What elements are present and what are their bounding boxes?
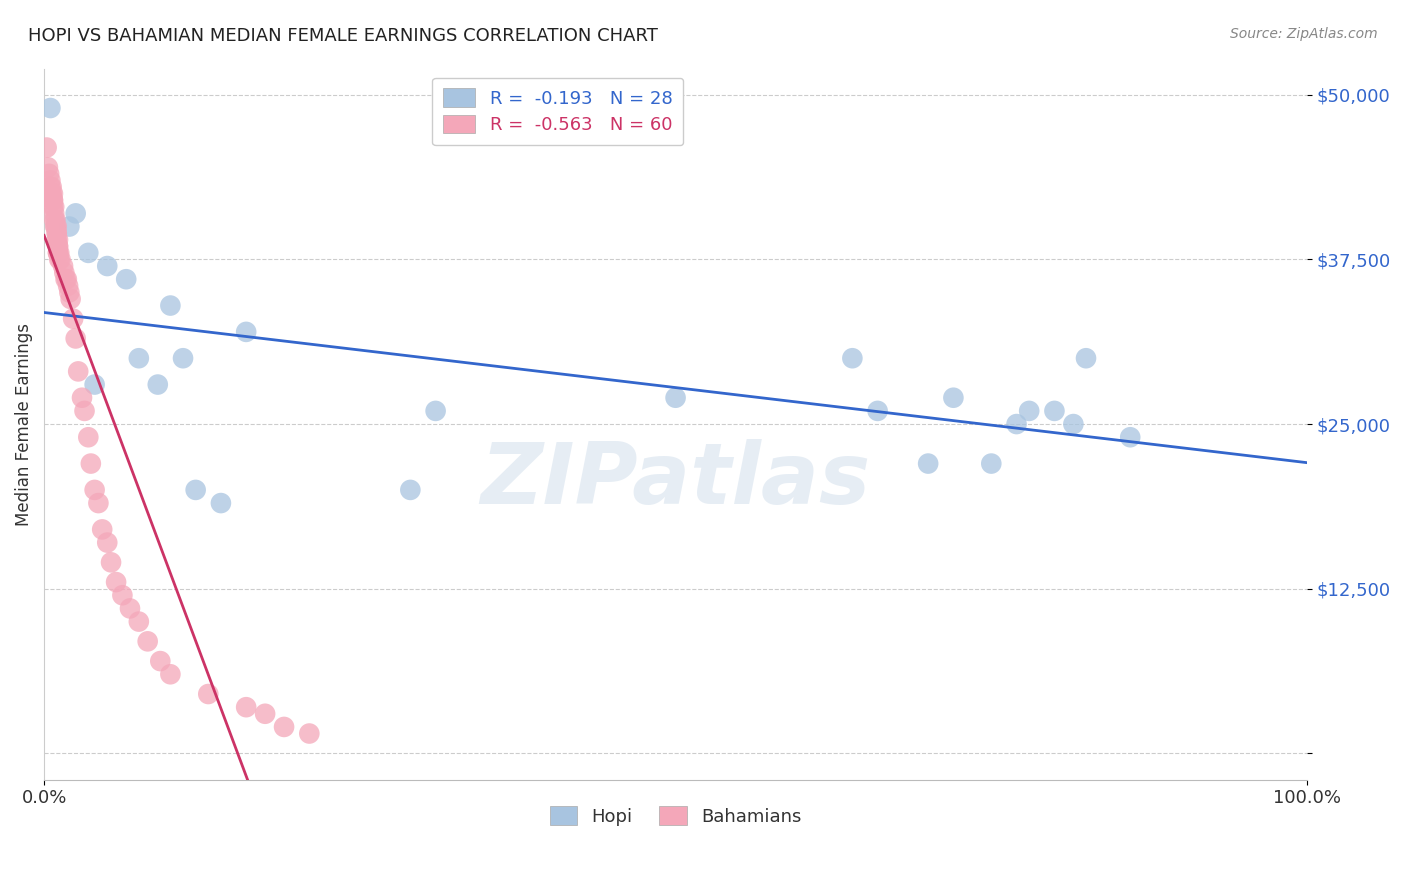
Text: Source: ZipAtlas.com: Source: ZipAtlas.com: [1230, 27, 1378, 41]
Point: [46, 245, 69, 260]
Point: [866, 404, 889, 418]
Point: [80, 457, 103, 471]
Point: [298, 726, 321, 740]
Point: [942, 391, 965, 405]
Point: [273, 720, 295, 734]
Point: [65, 206, 87, 220]
Point: [44, 219, 66, 234]
Point: [172, 351, 194, 366]
Point: [209, 496, 232, 510]
Point: [46, 239, 69, 253]
Point: [146, 377, 169, 392]
Point: [254, 706, 277, 721]
Point: [44, 206, 66, 220]
Point: [41, 186, 63, 201]
Point: [1043, 404, 1066, 418]
Point: [96, 535, 118, 549]
Point: [399, 483, 422, 497]
Point: [45, 219, 67, 234]
Point: [664, 391, 686, 405]
Point: [45, 226, 67, 240]
Point: [83, 483, 105, 497]
Point: [65, 331, 87, 345]
Point: [197, 687, 219, 701]
Point: [49, 252, 72, 267]
Point: [159, 667, 181, 681]
Point: [37, 161, 59, 175]
Point: [42, 193, 65, 207]
Point: [1074, 351, 1097, 366]
Point: [96, 259, 118, 273]
Point: [235, 700, 257, 714]
Point: [980, 457, 1002, 471]
Point: [42, 186, 65, 201]
Point: [841, 351, 863, 366]
Point: [35, 140, 58, 154]
Y-axis label: Median Female Earnings: Median Female Earnings: [15, 323, 32, 525]
Point: [46, 239, 69, 253]
Point: [111, 588, 134, 602]
Point: [149, 654, 172, 668]
Point: [100, 555, 122, 569]
Point: [55, 272, 77, 286]
Point: [917, 457, 939, 471]
Point: [1062, 417, 1084, 431]
Point: [56, 272, 79, 286]
Point: [44, 213, 66, 227]
Point: [425, 404, 447, 418]
Point: [56, 278, 79, 293]
Point: [39, 180, 62, 194]
Point: [45, 233, 67, 247]
Point: [118, 601, 141, 615]
Point: [184, 483, 207, 497]
Point: [39, 101, 62, 115]
Point: [91, 523, 114, 537]
Point: [46, 245, 69, 260]
Text: HOPI VS BAHAMIAN MEDIAN FEMALE EARNINGS CORRELATION CHART: HOPI VS BAHAMIAN MEDIAN FEMALE EARNINGS …: [28, 27, 658, 45]
Point: [45, 226, 67, 240]
Point: [53, 266, 76, 280]
Point: [136, 634, 159, 648]
Point: [39, 173, 62, 187]
Point: [48, 245, 70, 260]
Point: [38, 167, 60, 181]
Point: [44, 219, 66, 234]
Point: [46, 233, 69, 247]
Point: [87, 496, 110, 510]
Point: [77, 430, 100, 444]
Point: [73, 404, 96, 418]
Point: [58, 219, 80, 234]
Point: [1005, 417, 1028, 431]
Point: [115, 272, 138, 286]
Legend: Hopi, Bahamians: Hopi, Bahamians: [541, 797, 810, 835]
Point: [59, 292, 82, 306]
Point: [70, 391, 93, 405]
Point: [128, 615, 150, 629]
Point: [52, 259, 75, 273]
Point: [83, 377, 105, 392]
Point: [105, 575, 128, 590]
Point: [77, 245, 100, 260]
Point: [48, 252, 70, 267]
Point: [42, 193, 65, 207]
Point: [235, 325, 257, 339]
Point: [41, 180, 63, 194]
Point: [128, 351, 150, 366]
Point: [67, 364, 90, 378]
Point: [44, 200, 66, 214]
Text: ZIPatlas: ZIPatlas: [481, 440, 870, 523]
Point: [159, 299, 181, 313]
Point: [62, 311, 84, 326]
Point: [42, 200, 65, 214]
Point: [44, 213, 66, 227]
Point: [1119, 430, 1142, 444]
Point: [1018, 404, 1040, 418]
Point: [58, 285, 80, 300]
